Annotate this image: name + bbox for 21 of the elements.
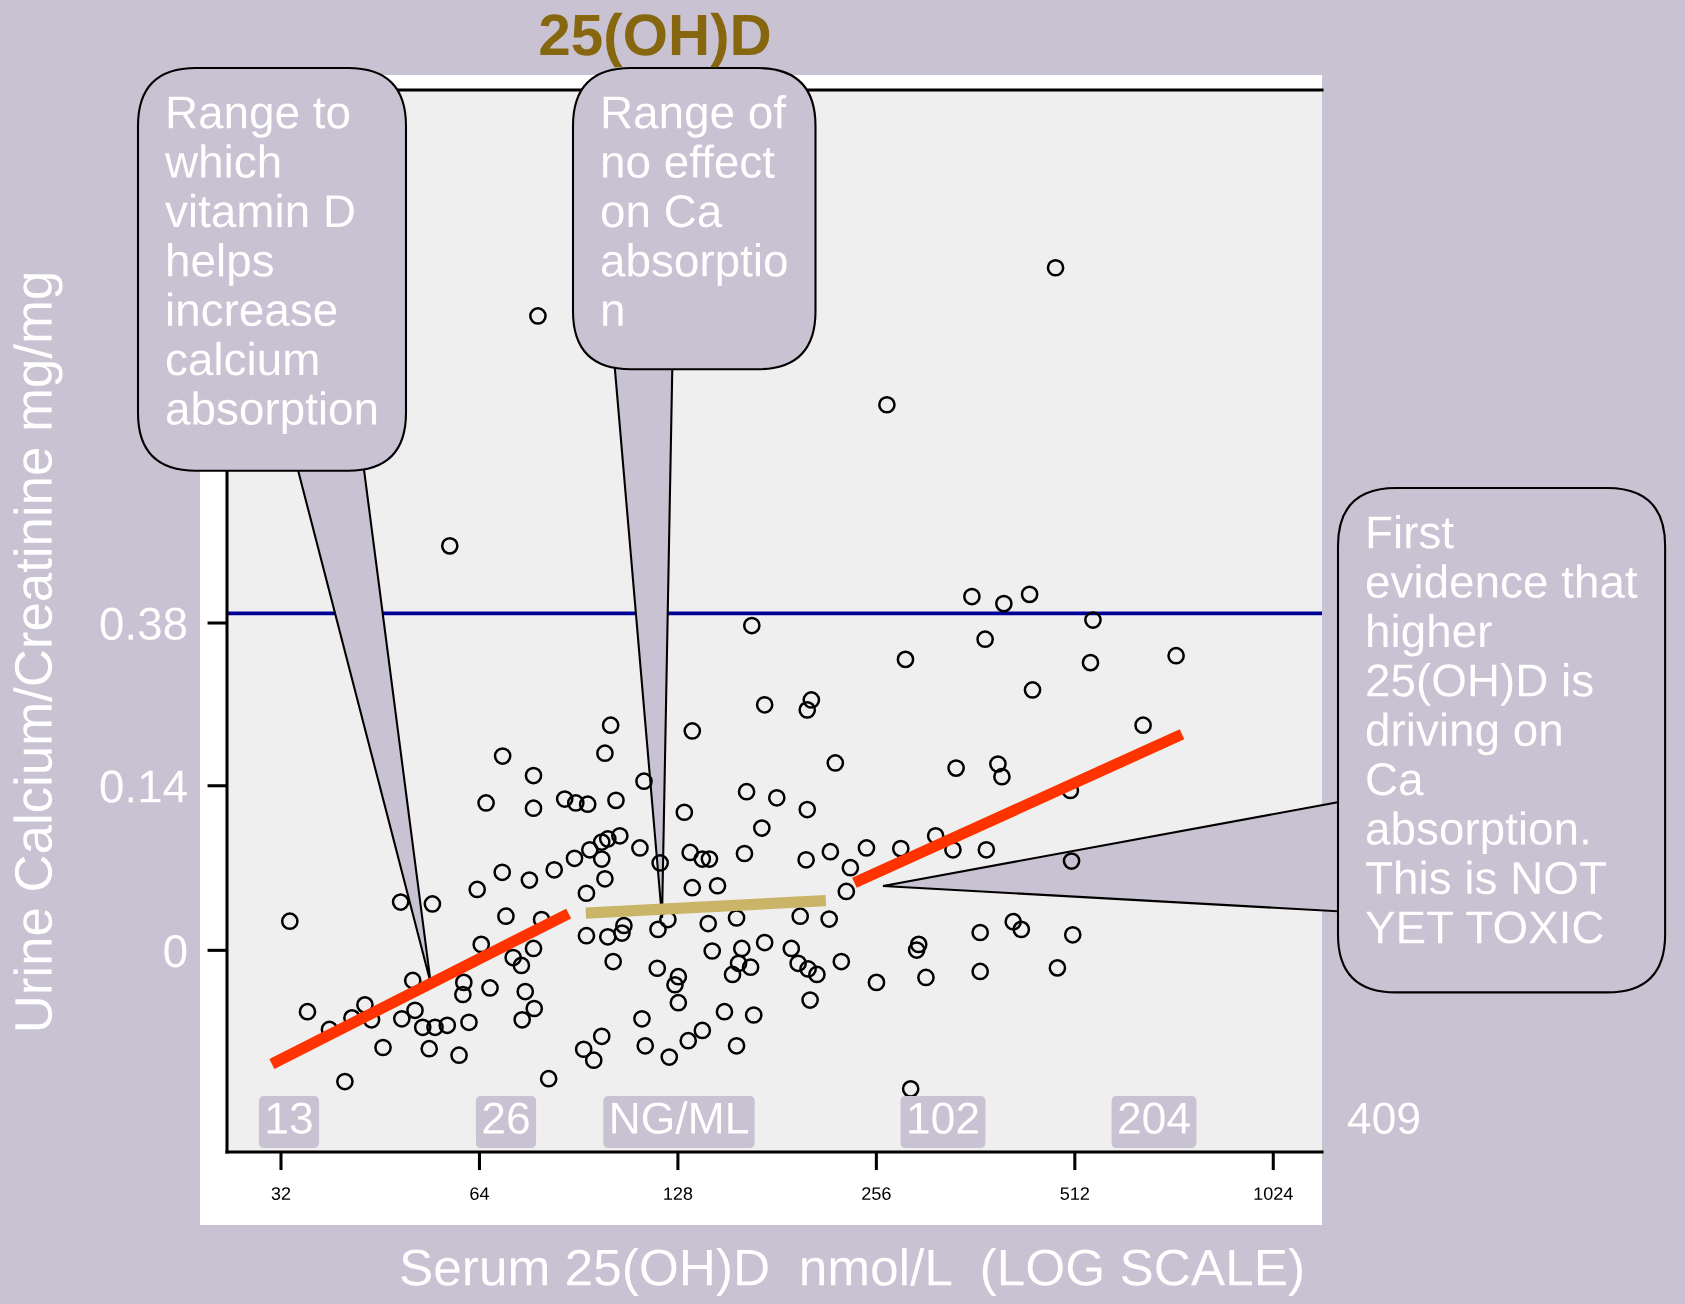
y-tick-label: 0 <box>164 934 187 968</box>
text: 409 <box>1347 1102 1419 1134</box>
annotation: 26 <box>483 1102 529 1134</box>
annotation: 204 <box>1119 1102 1190 1134</box>
x-tick-label: 1024 <box>1254 1187 1293 1200</box>
x-tick-label: 512 <box>1060 1187 1089 1200</box>
y-tick-label: 0.38 <box>100 607 187 641</box>
annotation: 13 <box>267 1102 312 1134</box>
x-tick-label: 64 <box>470 1187 489 1200</box>
chart-title: 25(OH)D <box>540 12 770 68</box>
annotation: NG/ML <box>612 1101 748 1134</box>
text: First evidence that higher 25(OH)D is driving on Ca absorption. This is NOT YET TOXIC <box>1366 515 1638 944</box>
annotation: Range to which vitamin D helps increase calcium absorption <box>164 96 377 434</box>
x-tick-label: 128 <box>664 1187 693 1200</box>
x-tick-label: 32 <box>271 1187 291 1200</box>
annotation: 102 <box>909 1102 978 1134</box>
y-tick-label: 0.14 <box>100 770 187 803</box>
x-tick-label: 256 <box>862 1187 891 1200</box>
y-axis-title: Urine Calcium/Creatinine mg/mg <box>13 274 63 1030</box>
x-axis-title: Serum 25(OH)D nmol/L (LOG SCALE) <box>401 1248 1302 1296</box>
annotation: Range of no effect on Ca absorptio n <box>601 95 787 326</box>
